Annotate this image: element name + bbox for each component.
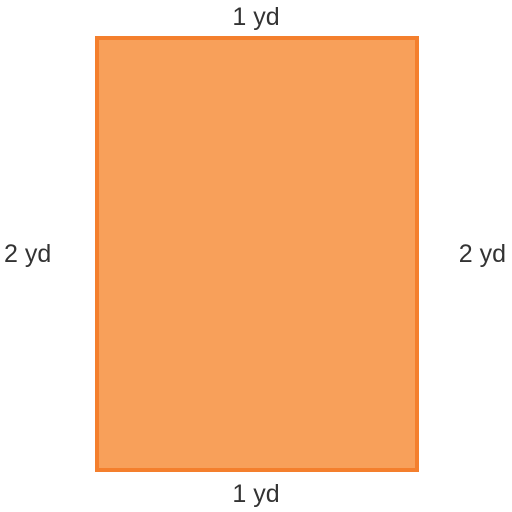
left-side-label: 2 yd xyxy=(4,240,52,268)
top-side-label: 1 yd xyxy=(232,3,280,31)
rectangle-shape xyxy=(95,36,419,472)
right-side-label: 2 yd xyxy=(458,240,506,268)
bottom-side-label: 1 yd xyxy=(232,480,280,508)
